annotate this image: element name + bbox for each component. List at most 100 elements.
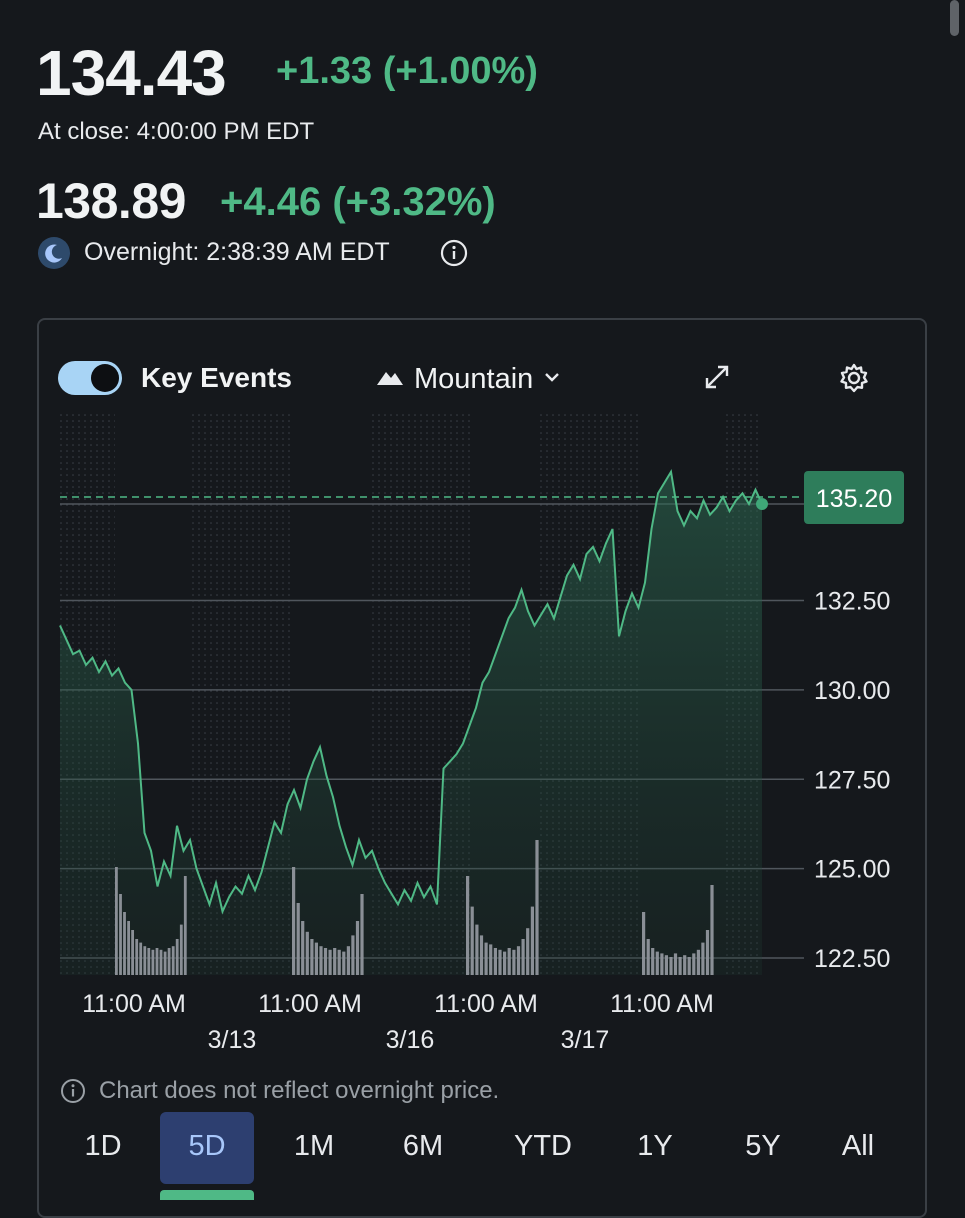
- volume-bar: [669, 957, 673, 975]
- range-button-all[interactable]: All: [841, 1130, 875, 1162]
- overnight-time: Overnight: 2:38:39 AM EDT: [84, 238, 390, 266]
- volume-bar: [642, 912, 646, 975]
- volume-bar: [123, 912, 126, 975]
- x-tick-label: 11:00 AM: [82, 990, 186, 1018]
- page-scrollbar[interactable]: [950, 0, 959, 36]
- volume-bar: [466, 876, 470, 975]
- volume-bar: [323, 948, 328, 975]
- volume-bar: [346, 946, 350, 975]
- y-tick-label: 130.00: [814, 677, 890, 705]
- range-button-1m[interactable]: 1M: [293, 1130, 335, 1162]
- volume-bar: [678, 957, 682, 975]
- key-events-label: Key Events: [141, 362, 292, 393]
- range-button-5d[interactable]: 5D: [160, 1112, 254, 1184]
- volume-bar: [651, 948, 655, 975]
- volume-bar: [159, 949, 163, 975]
- current-price-dot: [756, 498, 768, 510]
- price-change: +1.33 (+1.00%): [276, 50, 538, 92]
- overnight-change: +4.46 (+3.32%): [220, 180, 496, 224]
- volume-bar: [664, 955, 668, 975]
- volume-bar: [305, 931, 309, 975]
- volume-bar: [296, 903, 300, 975]
- volume-bar: [530, 906, 534, 975]
- volume-bar: [687, 957, 691, 975]
- volume-bar: [167, 948, 171, 975]
- volume-bar: [328, 949, 332, 975]
- range-button-1d[interactable]: 1D: [84, 1130, 122, 1162]
- volume-bar: [646, 939, 650, 975]
- volume-bar: [489, 944, 493, 975]
- volume-bar: [314, 942, 318, 975]
- volume-bar: [119, 894, 122, 975]
- range-button-ytd[interactable]: YTD: [514, 1130, 572, 1162]
- volume-bar: [342, 951, 346, 975]
- volume-bar: [516, 946, 521, 975]
- volume-bar: [163, 951, 167, 975]
- y-tick-label: 125.00: [814, 856, 890, 884]
- volume-bar: [179, 924, 183, 975]
- range-button-1y[interactable]: 1Y: [637, 1130, 673, 1162]
- info-icon: [60, 1078, 86, 1104]
- date-label: 3/13: [208, 1026, 257, 1054]
- key-events-toggle[interactable]: [58, 361, 122, 395]
- volume-bar: [673, 953, 678, 975]
- volume-bar: [701, 942, 705, 975]
- volume-bar: [512, 949, 516, 975]
- volume-bar: [503, 951, 507, 975]
- moon-icon: [38, 237, 70, 269]
- gear-icon[interactable]: [838, 362, 870, 394]
- volume-bar: [171, 946, 175, 975]
- last-price: 134.43: [36, 37, 227, 109]
- mountain-icon: [376, 368, 404, 391]
- volume-bar: [692, 953, 696, 975]
- volume-bar: [143, 946, 147, 975]
- chart-type-dropdown[interactable]: Mountain: [376, 360, 561, 398]
- y-tick-label: 122.50: [814, 945, 890, 973]
- close-time: At close: 4:00:00 PM EDT: [38, 118, 315, 145]
- volume-bar: [355, 921, 360, 975]
- volume-bar: [310, 939, 314, 975]
- volume-bar: [655, 951, 659, 975]
- volume-bar: [151, 949, 155, 975]
- price-area: [60, 471, 762, 975]
- x-tick-label: 11:00 AM: [434, 990, 538, 1018]
- volume-bar: [521, 939, 525, 975]
- volume-bar: [333, 948, 337, 975]
- range-button-5y[interactable]: 5Y: [745, 1130, 781, 1162]
- current-price-box: [804, 471, 904, 524]
- volume-bar: [155, 948, 159, 975]
- volume-bar: [135, 939, 139, 975]
- volume-bar: [479, 935, 484, 975]
- selected-range-indicator: [160, 1190, 254, 1200]
- volume-bar: [127, 921, 130, 975]
- chevron-down-icon: [543, 370, 561, 388]
- x-tick-label: 11:00 AM: [258, 990, 362, 1018]
- volume-bar: [319, 946, 323, 975]
- info-icon[interactable]: [440, 239, 468, 267]
- overnight-price: 138.89: [36, 173, 186, 229]
- fullscreen-icon[interactable]: [702, 362, 732, 392]
- price-line: [59, 468, 763, 915]
- volume-bar: [139, 942, 143, 975]
- date-label: 3/16: [386, 1026, 435, 1054]
- chart-disclaimer: Chart does not reflect overnight price.: [99, 1077, 500, 1104]
- range-selector: 1D 5D 1M 6M YTD 1Y 5Y All: [58, 1112, 898, 1184]
- volume-bar: [498, 949, 502, 975]
- volume-bar: [535, 840, 539, 975]
- volume-bar: [470, 906, 474, 975]
- chart-type-label: Mountain: [414, 362, 534, 395]
- range-button-6m[interactable]: 6M: [402, 1130, 444, 1162]
- volume-bar: [710, 885, 714, 975]
- current-price-label: 135.20: [816, 485, 892, 513]
- volume-bar: [115, 867, 118, 975]
- volume-bar: [493, 948, 497, 975]
- volume-bar: [360, 894, 364, 975]
- toggle-knob: [91, 364, 119, 392]
- volume-bar: [183, 876, 187, 975]
- volume-bar: [705, 930, 710, 975]
- date-label: 3/17: [561, 1026, 610, 1054]
- volume-bar: [337, 949, 341, 975]
- volume-bar: [175, 939, 179, 975]
- volume-bar: [351, 935, 355, 975]
